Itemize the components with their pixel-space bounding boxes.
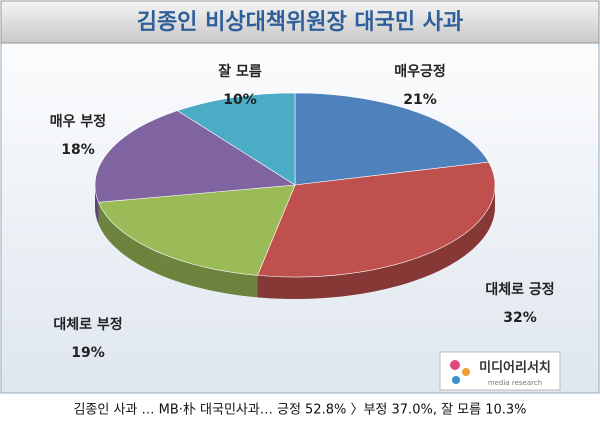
logo-sub: media research bbox=[488, 379, 542, 387]
slice bbox=[98, 184, 296, 276]
chart-title: 김종인 비상대책위원장 대국민 사과 bbox=[137, 10, 464, 35]
slice bbox=[257, 161, 496, 278]
value-label: 32% bbox=[503, 310, 537, 326]
logo-icon bbox=[452, 376, 460, 384]
logo-icon bbox=[462, 368, 470, 376]
slice-label: 매우긍정 bbox=[394, 63, 446, 80]
slice-label: 대체로 긍정 bbox=[485, 281, 554, 298]
value-label: 21% bbox=[403, 92, 437, 108]
logo-icon bbox=[450, 360, 460, 370]
slice bbox=[294, 92, 490, 186]
slice-label: 대체로 부정 bbox=[53, 316, 122, 333]
value-label: 18% bbox=[61, 142, 95, 158]
slice bbox=[94, 110, 296, 203]
caption: 김종인 사과 … MB·朴 대국민사과… 긍정 52.8% 〉부정 37.0%,… bbox=[73, 403, 526, 418]
slice bbox=[176, 92, 296, 186]
slice-side bbox=[257, 186, 495, 299]
pie bbox=[94, 92, 496, 299]
title-banner bbox=[0, 0, 600, 44]
logo-name: 미디어리서치 bbox=[479, 360, 551, 376]
value-label: 10% bbox=[223, 92, 257, 108]
slice-label: 매우 부정 bbox=[50, 113, 106, 130]
slice-label: 잘 모름 bbox=[218, 64, 262, 80]
logo-box bbox=[439, 351, 561, 391]
slice-side bbox=[98, 202, 258, 298]
value-label: 19% bbox=[71, 345, 105, 361]
